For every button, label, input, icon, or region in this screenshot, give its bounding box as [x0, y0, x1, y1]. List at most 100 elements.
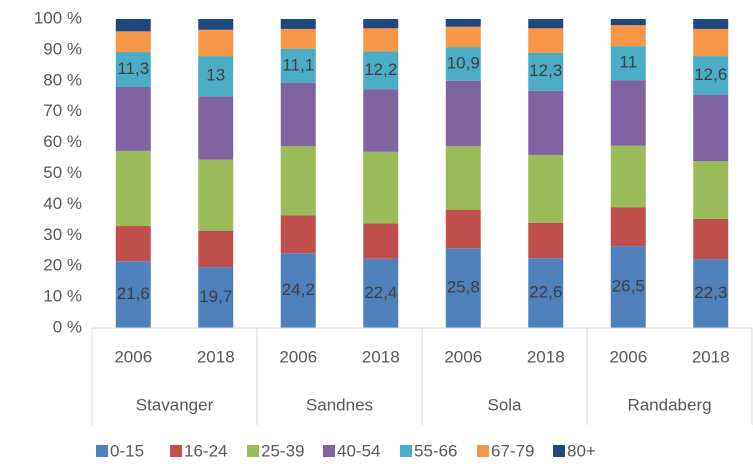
bar-segment	[198, 159, 234, 231]
bar-segment	[610, 246, 646, 328]
legend-label: 25-39	[261, 441, 304, 460]
x-tick-label: 2018	[362, 347, 400, 366]
data-label: 22,6	[529, 283, 562, 302]
legend-swatch	[96, 445, 108, 457]
bar-segment	[115, 19, 151, 32]
y-tick-label: 20 %	[43, 256, 82, 275]
bar-segment	[610, 46, 646, 81]
x-tick-label: 2006	[114, 347, 152, 366]
x-tick-label: 2018	[197, 347, 235, 366]
bar-segment	[363, 151, 399, 224]
legend-swatch	[477, 445, 489, 457]
legend-label: 55-66	[414, 441, 457, 460]
x-tick-label: 2018	[692, 347, 730, 366]
bar-segment	[363, 89, 399, 152]
legend-swatch	[553, 445, 565, 457]
legend-swatch	[400, 445, 412, 457]
y-tick-label: 10 %	[43, 287, 82, 306]
data-label: 24,2	[282, 280, 315, 299]
legend-label: 40-54	[337, 441, 380, 460]
group-label: Sola	[487, 395, 522, 414]
y-tick-label: 80 %	[43, 70, 82, 89]
bar-segment	[115, 150, 151, 227]
bar-segment	[693, 28, 729, 57]
bar-segment	[280, 28, 316, 49]
bar-segment	[198, 267, 234, 328]
y-tick-label: 50 %	[43, 163, 82, 182]
bar-segment	[528, 28, 564, 53]
bar-segment	[445, 209, 481, 249]
group-label: Stavanger	[136, 395, 214, 414]
bar-segment	[198, 230, 234, 268]
bar-segment	[280, 146, 316, 216]
bar-segment	[445, 26, 481, 48]
legend-label: 67-79	[491, 441, 534, 460]
bar-segment	[528, 258, 564, 328]
data-label: 22,4	[364, 283, 397, 302]
group-label: Sandnes	[306, 395, 373, 414]
data-label: 11,1	[282, 55, 314, 74]
data-label: 26,5	[612, 277, 645, 296]
bar-segment	[198, 19, 234, 30]
bar-segment	[280, 48, 316, 83]
bar-segment	[445, 19, 481, 27]
legend-label: 16-24	[184, 441, 227, 460]
bar-segment	[610, 25, 646, 47]
bar-segment	[445, 47, 481, 81]
data-label: 11,3	[117, 59, 149, 78]
bar-segment	[610, 207, 646, 247]
bar-segment	[445, 248, 481, 328]
x-tick-label: 2006	[609, 347, 647, 366]
x-tick-label: 2006	[444, 347, 482, 366]
bar-segment	[280, 215, 316, 254]
bar-segment	[693, 95, 729, 162]
bar-segment	[693, 161, 729, 219]
data-label: 12,6	[694, 65, 727, 84]
bar-segment	[610, 19, 646, 26]
bar-segment	[280, 253, 316, 328]
bar-segment	[363, 28, 399, 52]
bar-segment	[445, 80, 481, 147]
data-label: 25,8	[447, 278, 480, 297]
bar-segment	[528, 222, 564, 259]
data-label: 13	[206, 66, 225, 85]
legend-swatch	[247, 445, 259, 457]
bar-segment	[363, 19, 399, 29]
bar-segment	[280, 19, 316, 29]
data-label: 10,9	[447, 53, 480, 72]
bar-segment	[528, 19, 564, 29]
y-tick-label: 0 %	[53, 317, 82, 336]
y-tick-label: 40 %	[43, 194, 82, 213]
bar-segment	[115, 31, 151, 53]
bar-segment	[693, 19, 729, 29]
data-label: 21,6	[117, 284, 150, 303]
bar-segment	[115, 52, 151, 87]
bar-segment	[198, 56, 234, 97]
bar-segment	[528, 154, 564, 223]
y-tick-label: 90 %	[43, 39, 82, 58]
bar-segment	[693, 56, 729, 96]
bar-segment	[693, 218, 729, 260]
legend-swatch	[323, 445, 335, 457]
bar-segment	[198, 96, 234, 160]
bar-segment	[198, 29, 234, 57]
data-label: 12,3	[529, 61, 562, 80]
bar-segment	[693, 259, 729, 328]
bar-segment	[610, 145, 646, 208]
bar-segment	[528, 52, 564, 91]
y-tick-label: 100 %	[34, 8, 82, 27]
group-label: Randaberg	[627, 395, 711, 414]
data-label: 11	[619, 53, 637, 72]
bar-segment	[280, 82, 316, 147]
legend-label: 0-15	[110, 441, 144, 460]
bar-segment	[363, 258, 399, 328]
bar-segment	[115, 86, 151, 151]
x-tick-label: 2006	[279, 347, 317, 366]
bar-segment	[363, 223, 399, 259]
y-tick-label: 60 %	[43, 132, 82, 151]
legend-swatch	[170, 445, 182, 457]
bar-segment	[363, 51, 399, 90]
x-tick-label: 2018	[527, 347, 565, 366]
bar-segment	[610, 80, 646, 146]
